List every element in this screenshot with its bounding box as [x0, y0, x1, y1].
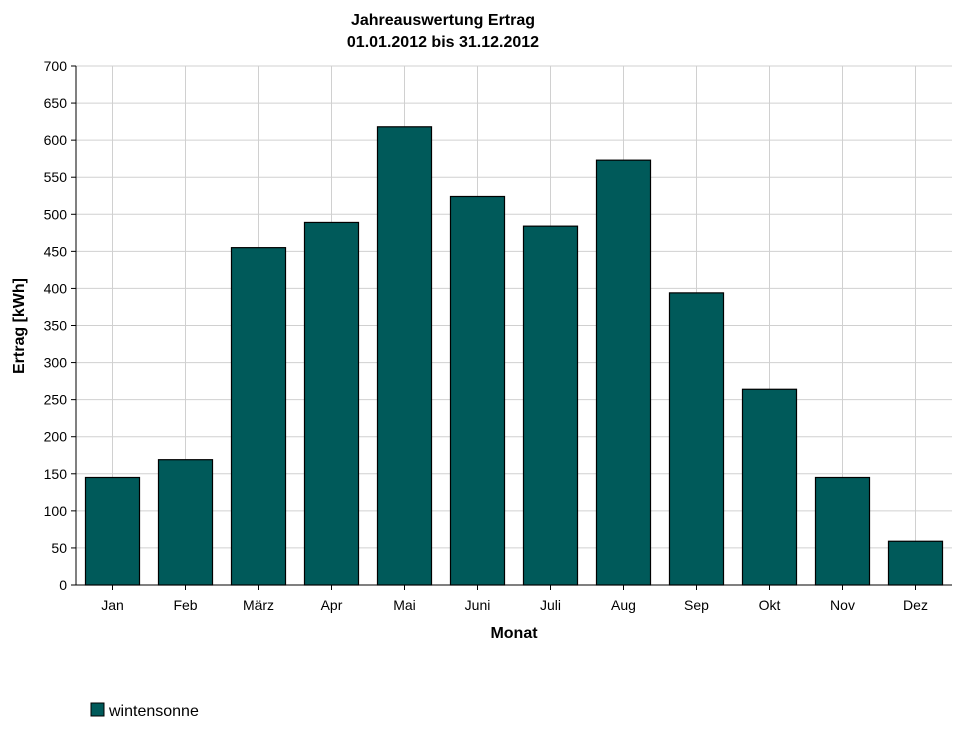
bar	[595, 159, 652, 586]
y-tick-label: 600	[44, 132, 68, 148]
y-tick-label: 0	[59, 577, 67, 593]
axes: 0 50 100 150 200 250 300 350 400 450 500 550 600 650 7…	[44, 58, 952, 613]
bar	[230, 247, 287, 586]
x-tick-label: Sep	[684, 597, 709, 613]
bar	[668, 292, 725, 586]
y-axis-label: Ertrag [kWh]	[11, 278, 28, 374]
bar	[814, 476, 871, 586]
x-tick-label: Mai	[393, 597, 416, 613]
y-tick-label: 400	[44, 280, 68, 296]
bar	[376, 126, 433, 586]
y-tick-label: 550	[44, 169, 68, 185]
y-tick-label: 300	[44, 355, 68, 371]
x-tick-label: Juli	[540, 597, 561, 613]
x-tick-label: Nov	[830, 597, 855, 613]
bar	[157, 459, 214, 586]
x-tick-label: März	[243, 597, 274, 613]
x-tick-label: Apr	[321, 597, 343, 613]
chart-title: Jahreauswertung Ertrag	[351, 12, 535, 29]
bar	[303, 221, 360, 586]
x-axis-label: Monat	[490, 625, 538, 642]
y-tick-label: 450	[44, 243, 68, 259]
bars	[84, 126, 944, 586]
x-tick-label: Aug	[611, 597, 636, 613]
y-tick-label: 700	[44, 58, 68, 74]
x-tick-label: Jan	[101, 597, 124, 613]
y-tick-label: 250	[44, 392, 68, 408]
legend: wintensonne	[90, 702, 199, 720]
x-tick-label: Okt	[759, 597, 781, 613]
bar	[887, 540, 944, 586]
y-tick-label: 500	[44, 206, 68, 222]
bar	[522, 225, 579, 586]
bar	[741, 388, 798, 586]
x-tick-label: Dez	[903, 597, 928, 613]
legend-swatch	[90, 702, 105, 717]
legend-entry: wintensonne	[108, 703, 199, 720]
x-tick-label: Feb	[173, 597, 197, 613]
bar	[84, 476, 141, 586]
bar	[449, 195, 506, 586]
y-tick-label: 100	[44, 503, 68, 519]
y-tick-label: 650	[44, 95, 68, 111]
y-tick-label: 150	[44, 466, 68, 482]
labels: Jahreauswertung Ertrag 01.01.2012 bis 31…	[11, 12, 539, 642]
y-tick-label: 350	[44, 318, 68, 334]
y-tick-label: 200	[44, 429, 68, 445]
y-tick-label: 50	[51, 540, 67, 556]
chart-subtitle: 01.01.2012 bis 31.12.2012	[347, 34, 539, 51]
x-tick-label: Juni	[465, 597, 491, 613]
